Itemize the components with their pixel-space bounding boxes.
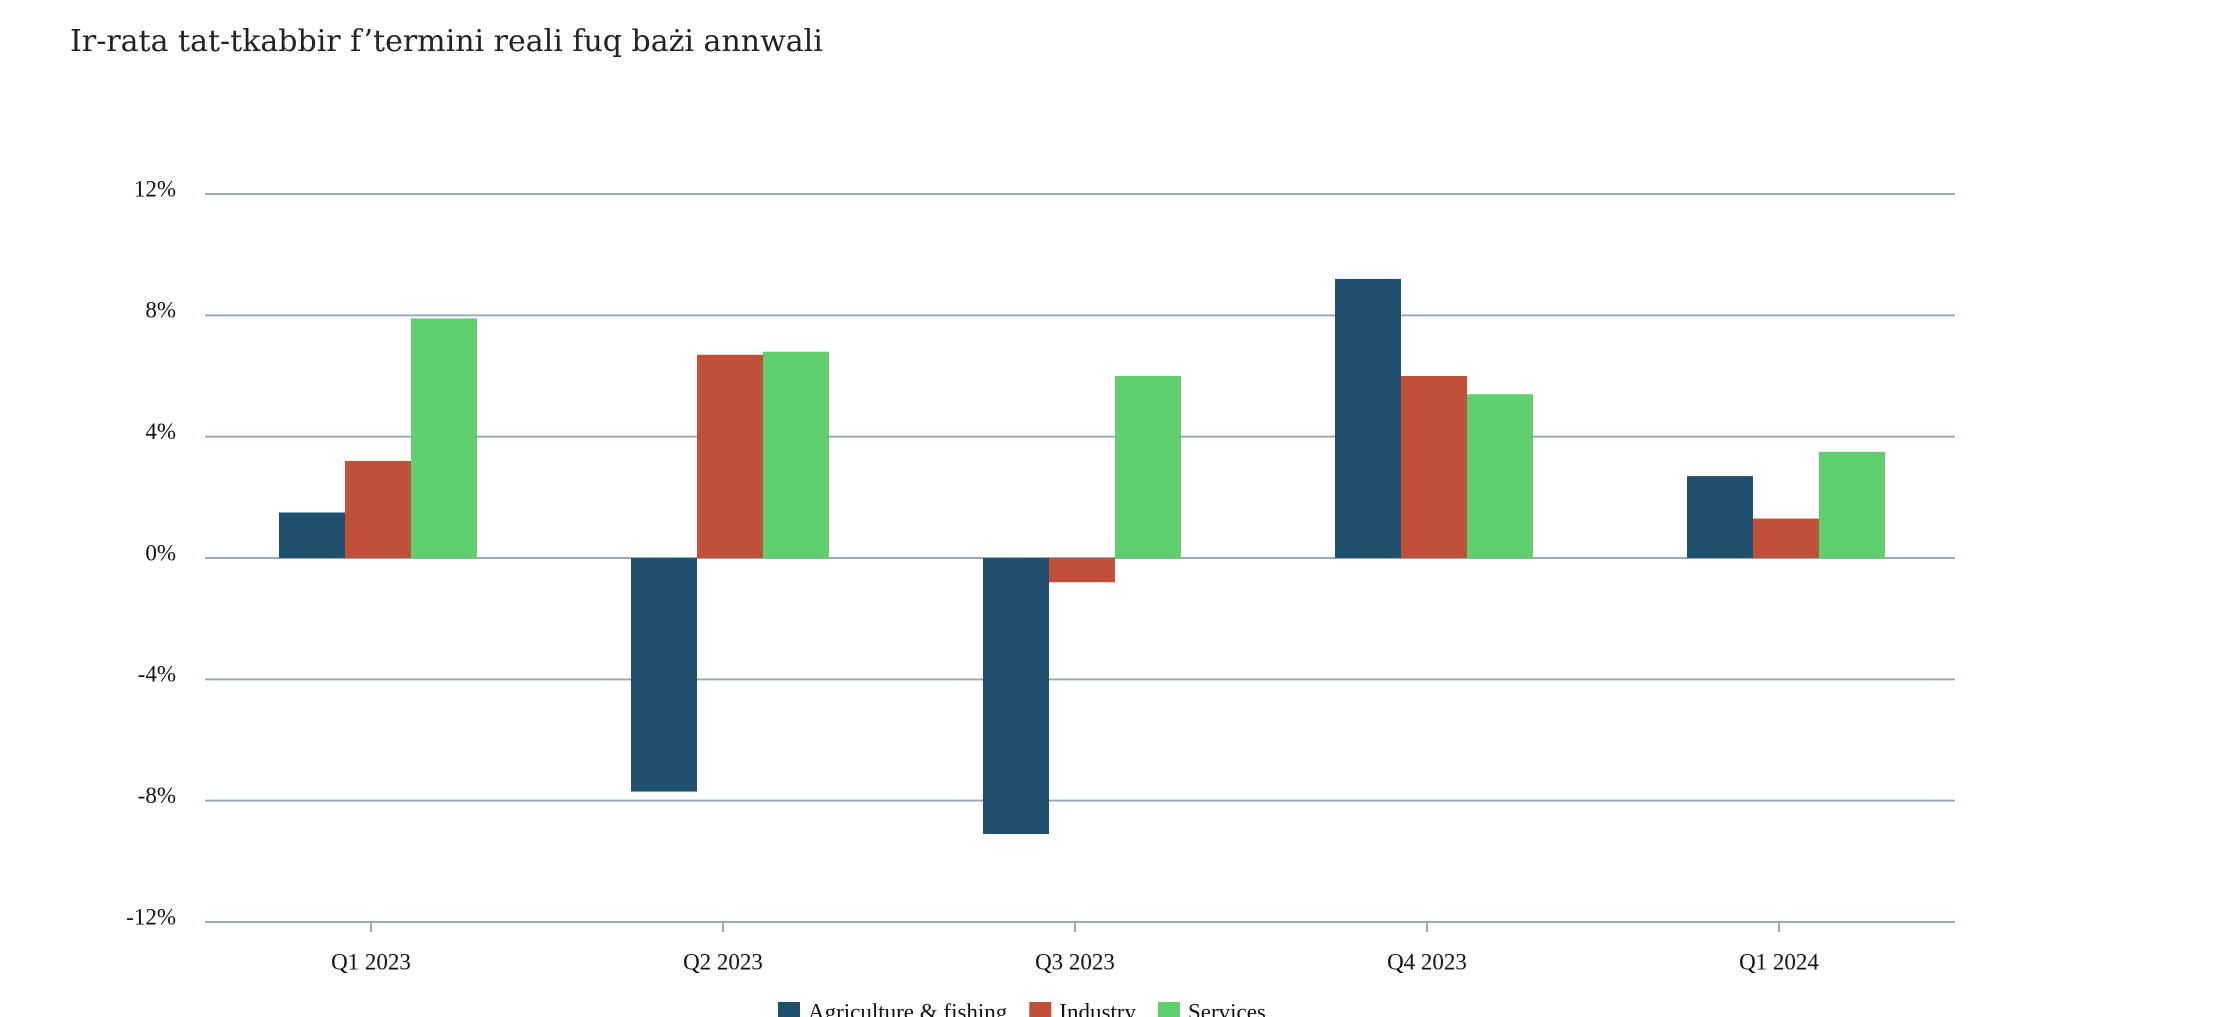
- bar: [1049, 558, 1115, 583]
- bar: [1687, 476, 1753, 558]
- y-tick-label: -12%: [126, 904, 176, 929]
- bar: [1401, 376, 1467, 558]
- x-tick-label: Q1 2024: [1739, 949, 1819, 974]
- bar: [1819, 451, 1885, 558]
- legend-label: Industry: [1059, 999, 1136, 1017]
- legend-label: Services: [1188, 999, 1266, 1017]
- bar: [345, 460, 411, 558]
- bar: [763, 351, 829, 558]
- bar: [631, 558, 697, 792]
- legend-swatch: [778, 1002, 800, 1017]
- y-tick-label: 0%: [145, 540, 176, 565]
- bar: [1753, 518, 1819, 558]
- bar: [697, 354, 763, 558]
- bar: [411, 318, 477, 558]
- bar: [279, 512, 345, 558]
- bar: [1335, 278, 1401, 558]
- chart-title: Ir-rata tat-tkabbir f’termini reali fuq …: [70, 24, 823, 59]
- y-tick-label: -4%: [138, 662, 176, 687]
- bar: [1115, 376, 1181, 558]
- x-tick-label: Q1 2023: [331, 949, 411, 974]
- y-tick-label: 8%: [145, 298, 176, 323]
- y-tick-label: -8%: [138, 783, 176, 808]
- x-tick-label: Q4 2023: [1387, 949, 1467, 974]
- legend-swatch: [1029, 1002, 1052, 1017]
- bar: [1467, 394, 1533, 558]
- x-tick-label: Q2 2023: [683, 949, 763, 974]
- legend-swatch: [1157, 1002, 1180, 1017]
- bar: [983, 558, 1049, 835]
- legend-label: Agriculture & fishing: [808, 999, 1008, 1017]
- y-tick-label: 12%: [134, 176, 176, 201]
- x-tick-label: Q3 2023: [1035, 949, 1115, 974]
- y-tick-label: 4%: [145, 419, 176, 444]
